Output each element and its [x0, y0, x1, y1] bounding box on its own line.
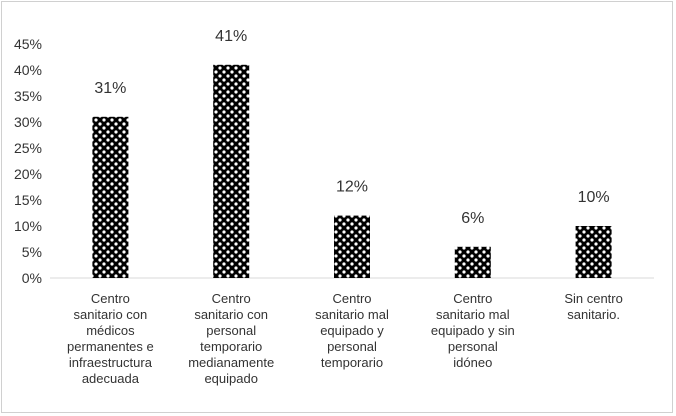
y-tick-label: 35%: [14, 88, 42, 104]
bar: [92, 116, 129, 278]
y-tick-label: 30%: [14, 114, 42, 130]
category-label: Centro sanitario con personal temporario med…: [188, 291, 274, 386]
data-label: 41%: [215, 28, 247, 45]
y-tick-label: 5%: [22, 244, 42, 260]
y-tick-label: 10%: [14, 218, 42, 234]
y-tick-label: 20%: [14, 166, 42, 182]
category-label: Centro sanitario mal equipado y sin persona…: [431, 291, 515, 370]
category-label: Centro sanitario mal equipado y personal tem…: [315, 291, 389, 370]
data-label: 6%: [461, 210, 484, 227]
data-label: 12%: [336, 179, 368, 196]
y-tick-label: 45%: [14, 36, 42, 52]
data-labels: 31% 41% 12% 6% 10%: [94, 28, 609, 227]
y-tick-label: 0%: [22, 270, 42, 286]
y-tick-label: 25%: [14, 140, 42, 156]
bar: [213, 64, 250, 278]
category-label: Sin centro sanitario.: [564, 291, 623, 322]
y-tick-label: 15%: [14, 192, 42, 208]
y-axis: 0% 5% 10% 15% 20% 25% 30% 35% 40% 45%: [14, 36, 654, 286]
bar: [334, 215, 370, 278]
bar: [454, 246, 491, 278]
bars: [92, 64, 612, 278]
data-label: 31%: [94, 80, 126, 97]
data-label: 10%: [578, 189, 610, 206]
bar: [575, 226, 612, 278]
y-tick-label: 40%: [14, 62, 42, 78]
